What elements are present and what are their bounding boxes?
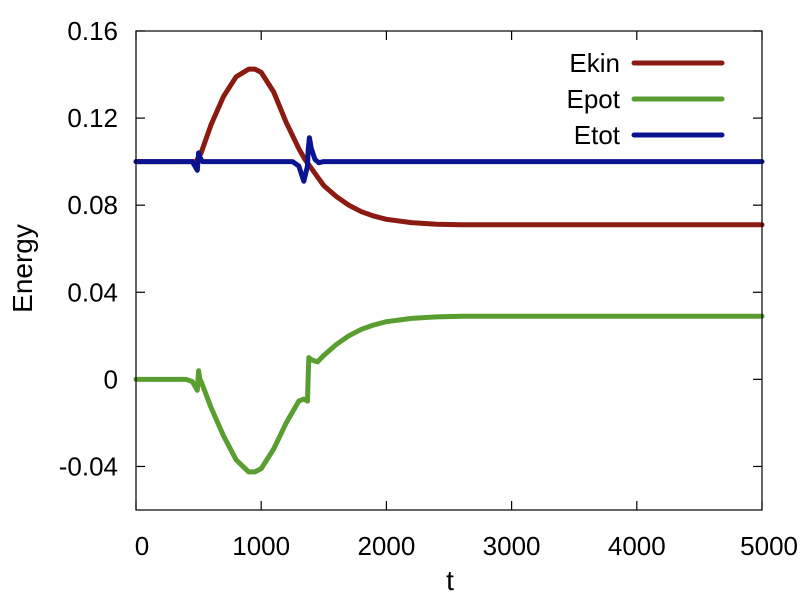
legend-label-etot: Etot	[574, 120, 621, 150]
x-axis-title: t	[446, 565, 454, 596]
series-line-etot	[133, 135, 765, 184]
series-lines	[133, 66, 765, 475]
y-axis-ticks: -0.04 0 0.04 0.08 0.12 0.16	[59, 16, 762, 481]
legend-label-ekin: Ekin	[569, 48, 620, 78]
y-tick-label: 0.04	[67, 277, 118, 307]
y-tick-label: -0.04	[59, 451, 118, 481]
y-tick-label: 0.16	[67, 16, 118, 46]
x-tick-label: 1000	[232, 531, 290, 561]
y-tick-label: 0	[104, 364, 118, 394]
x-tick-label: 5000	[740, 531, 798, 561]
series-line-epot	[133, 313, 765, 475]
y-tick-label: 0.08	[67, 190, 118, 220]
legend-label-epot: Epot	[567, 84, 621, 114]
x-tick-label: 4000	[608, 531, 666, 561]
x-tick-label: 0	[135, 531, 149, 561]
x-axis-ticks: 0 1000 2000 3000 4000 5000	[135, 31, 798, 561]
x-tick-label: 2000	[357, 531, 415, 561]
x-tick-label: 3000	[483, 531, 541, 561]
y-axis-title: Energy	[7, 224, 38, 313]
plot-area-frame	[135, 30, 763, 511]
y-tick-label: 0.12	[67, 103, 118, 133]
series-line-ekin	[133, 66, 765, 228]
legend: Ekin Epot Etot	[567, 48, 725, 150]
